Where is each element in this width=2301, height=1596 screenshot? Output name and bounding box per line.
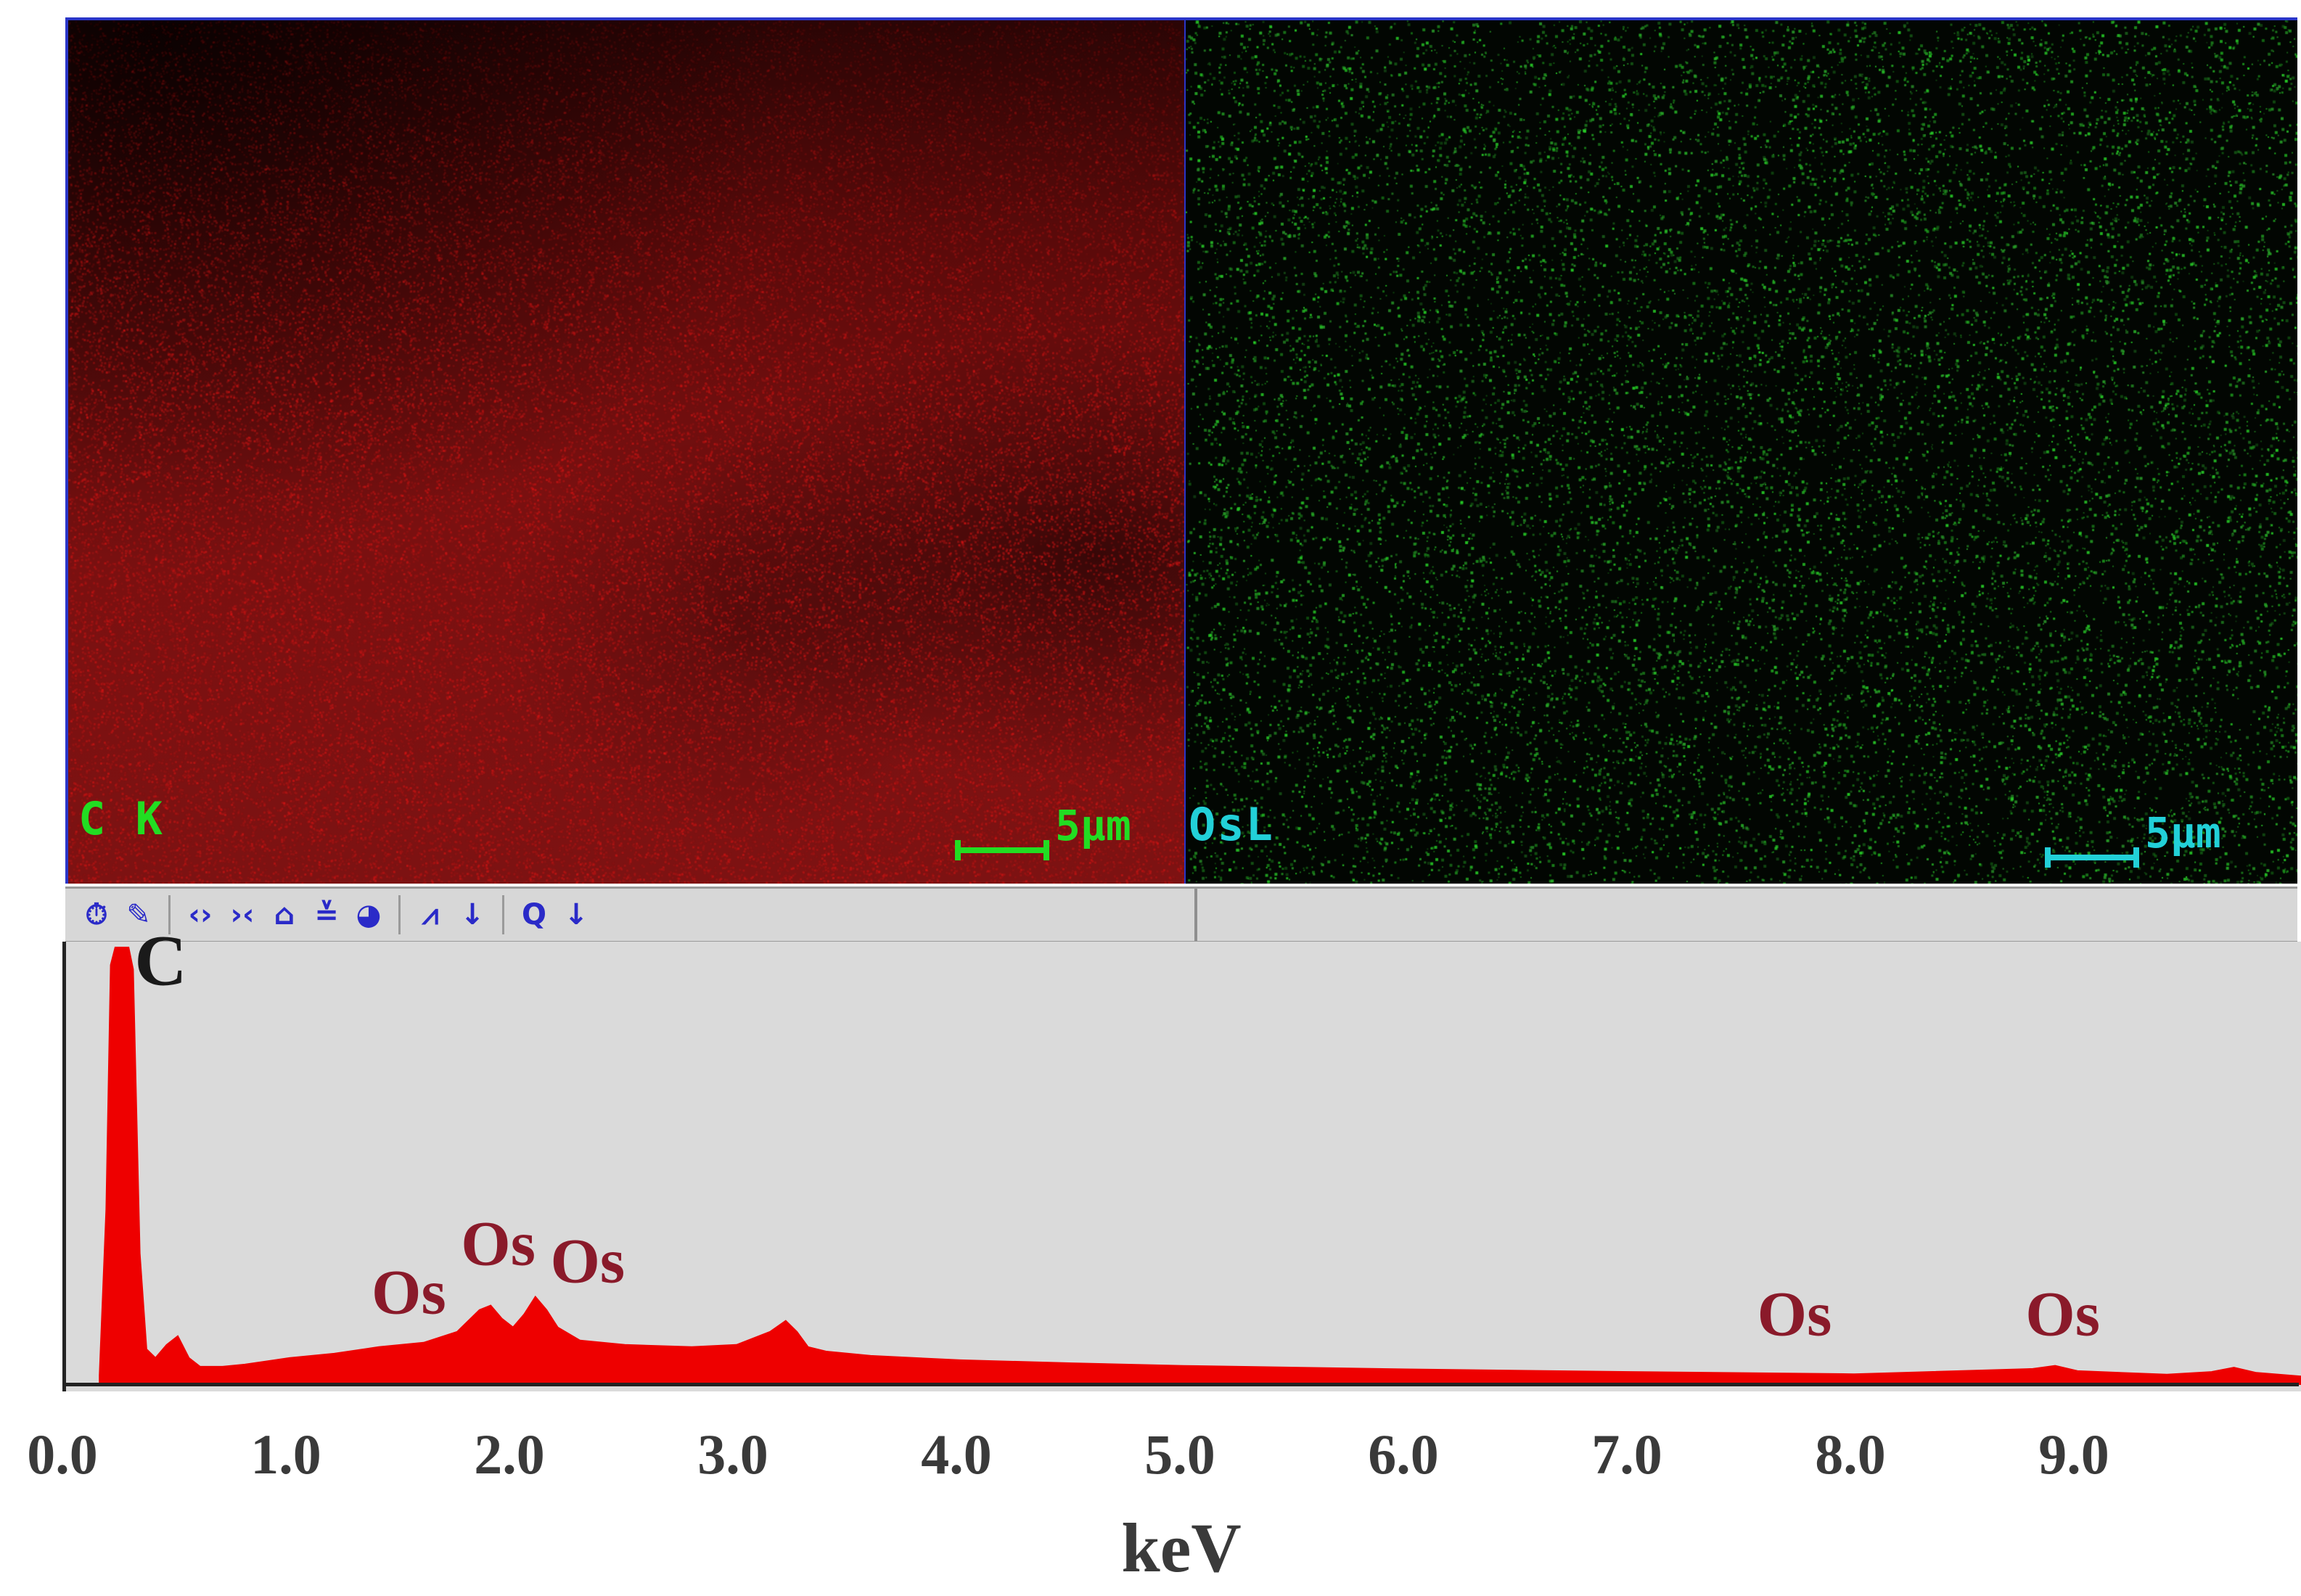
toolbar-separator bbox=[398, 895, 401, 934]
osmium-map-label: OsL bbox=[1189, 798, 1274, 851]
peak-label-osmium: Os bbox=[1757, 1279, 1832, 1350]
carbon-scale-text: 5µm bbox=[1055, 801, 1131, 850]
osmium-scale-bar bbox=[2045, 847, 2139, 868]
timer-icon[interactable]: ⏱ bbox=[85, 898, 108, 931]
quantify-dropdown-icon[interactable]: ↓ bbox=[564, 898, 588, 931]
carbon-scale-bar bbox=[955, 840, 1049, 860]
x-tick-label: 9.0 bbox=[2038, 1423, 2109, 1486]
toolbar-separator bbox=[502, 895, 504, 934]
x-tick-label: 7.0 bbox=[1591, 1423, 1662, 1486]
x-tick-label: 0.0 bbox=[27, 1423, 98, 1486]
osmium-scale-text: 5µm bbox=[2145, 808, 2221, 857]
osmium-l-map: OsL 5µm bbox=[1186, 17, 2297, 884]
x-tick-label: 8.0 bbox=[1815, 1423, 1886, 1486]
toolbar-separator bbox=[168, 895, 171, 934]
carbon-k-map: C K 5µm bbox=[65, 17, 1187, 884]
x-tick-label: 4.0 bbox=[921, 1423, 992, 1486]
peak-label-carbon: C bbox=[134, 920, 187, 1001]
eds-spectrum bbox=[62, 942, 2301, 1391]
expand-horizontal-icon[interactable]: ‹› bbox=[188, 898, 213, 931]
peak-label-osmium: Os bbox=[372, 1257, 446, 1328]
spectrum-area bbox=[99, 947, 2301, 1385]
peak-id-icon[interactable]: ⩘ bbox=[422, 898, 439, 931]
compress-vertical-icon[interactable]: ≚ bbox=[314, 898, 339, 931]
quantify-icon[interactable]: Q bbox=[521, 898, 546, 931]
x-tick-label: 2.0 bbox=[474, 1423, 545, 1486]
compress-horizontal-icon[interactable]: ›‹ bbox=[230, 898, 255, 931]
marker-tool-icon[interactable]: ✎ bbox=[126, 898, 151, 931]
peak-label-osmium: Os bbox=[461, 1209, 536, 1280]
peak-label-osmium: Os bbox=[2025, 1279, 2100, 1350]
osmium-map-noise bbox=[1186, 20, 2297, 884]
expand-vertical-icon[interactable]: ⌂ bbox=[274, 898, 295, 931]
x-tick-label: 6.0 bbox=[1368, 1423, 1439, 1486]
reset-view-icon[interactable]: ◕ bbox=[356, 898, 382, 931]
peak-label-osmium: Os bbox=[550, 1226, 626, 1297]
x-axis-title: keV bbox=[1121, 1509, 1242, 1587]
carbon-map-noise bbox=[68, 20, 1184, 884]
carbon-map-label: C K bbox=[78, 792, 164, 845]
peak-id-dropdown-icon[interactable]: ↓ bbox=[460, 898, 485, 931]
spectrum-toolbar-buttons: ⏱ ✎ ‹› ›‹ ⌂ ≚ ◕ ⩘ ↓ Q ↓ bbox=[65, 889, 1197, 941]
x-tick-label: 1.0 bbox=[250, 1423, 321, 1486]
x-tick-label: 3.0 bbox=[697, 1423, 768, 1486]
x-axis-line bbox=[62, 1383, 2299, 1386]
spectrum-toolbar: ⏱ ✎ ‹› ›‹ ⌂ ≚ ◕ ⩘ ↓ Q ↓ bbox=[65, 887, 2297, 943]
x-tick-label: 5.0 bbox=[1144, 1423, 1215, 1486]
spectrum-plot bbox=[99, 947, 2301, 1385]
